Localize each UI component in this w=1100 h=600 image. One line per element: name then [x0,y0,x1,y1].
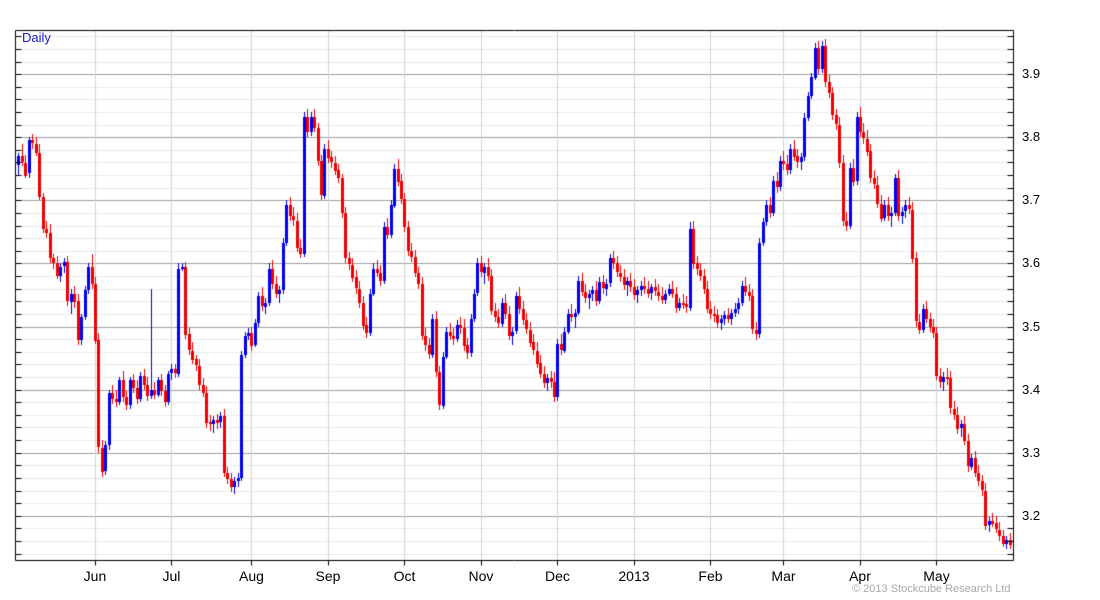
y-axis-tick-label: 3.9 [1022,66,1041,82]
x-axis-tick-label: Dec [545,568,570,584]
copyright-notice: © 2013 Stockcube Research Ltd [852,583,1011,595]
x-axis-tick-label: Oct [393,568,416,584]
x-axis-tick-label: Mar [771,568,796,584]
x-axis-tick-label: Feb [698,568,723,584]
y-axis-tick-label: 3.3 [1022,444,1041,460]
x-axis-tick-label: Jun [83,568,107,584]
x-axis-tick-label: Jul [162,568,181,584]
x-axis-tick-label: Nov [468,568,494,584]
y-axis-tick-label: 3.2 [1022,507,1041,523]
frequency-label: Daily [22,30,51,45]
y-axis-tick-label: 3.8 [1022,129,1041,145]
x-axis-tick-label: Sep [315,568,341,584]
y-axis-tick-label: 3.5 [1022,318,1041,334]
y-axis-tick-label: 3.6 [1022,255,1041,271]
y-axis-tick-label: 3.4 [1022,381,1041,397]
x-axis-tick-label: Aug [238,568,264,584]
y-axis-tick-label: 3.7 [1022,192,1041,208]
x-axis-tick-label: 2013 [618,568,650,584]
x-axis-tick-label: May [923,568,950,584]
x-axis-tick-label: Apr [849,568,871,584]
